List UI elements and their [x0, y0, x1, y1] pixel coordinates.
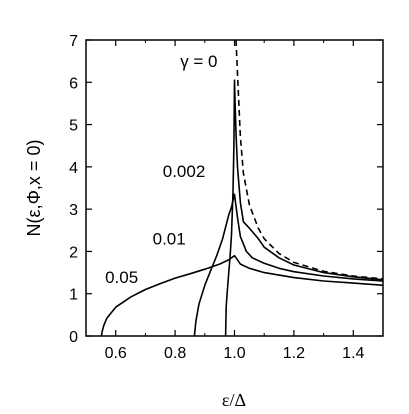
y-tick-label: 3 — [69, 202, 78, 219]
curve-label: 0.01 — [153, 230, 186, 249]
y-tick-label: 2 — [69, 244, 78, 261]
y-tick-label: 4 — [69, 160, 78, 177]
curve-label: 0.05 — [105, 268, 138, 287]
x-tick-label: 0.6 — [105, 345, 127, 362]
series-curve — [100, 254, 384, 337]
series-curve — [224, 79, 384, 337]
x-tick-label: 0.8 — [164, 345, 186, 362]
x-axis-title: ε/Δ — [222, 390, 246, 410]
y-tick-label: 5 — [69, 118, 78, 135]
curves — [100, 39, 384, 337]
x-tick-label: 1.4 — [342, 345, 364, 362]
y-axis-title: N(ε,Φ,x = 0) — [24, 140, 44, 237]
tick-labels: 0.6 0.8 1.0 1.2 1.4 0 1 2 3 4 5 6 7 — [69, 33, 364, 362]
curve-annotations: γ = 0 0.002 0.01 0.05 — [105, 52, 217, 287]
tick-marks — [85, 39, 384, 337]
y-tick-label: 0 — [69, 329, 78, 346]
curve-label: γ = 0 — [180, 52, 217, 71]
series-curve — [193, 193, 384, 337]
y-tick-label: 7 — [69, 33, 78, 50]
y-tick-label: 6 — [69, 75, 78, 92]
curve-label: 0.002 — [163, 162, 206, 181]
x-tick-label: 1.0 — [223, 345, 245, 362]
x-tick-label: 1.2 — [283, 345, 305, 362]
series-curve — [235, 39, 384, 280]
y-tick-label: 1 — [69, 287, 78, 304]
